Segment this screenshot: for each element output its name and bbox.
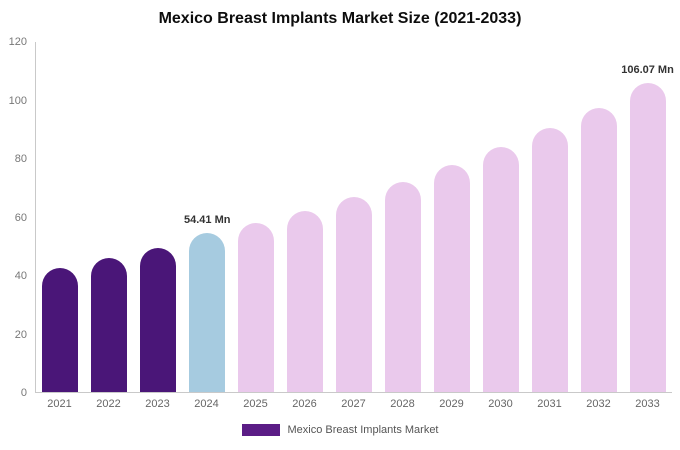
y-tick-100: 100 — [8, 94, 27, 107]
bar-2031 — [531, 128, 568, 392]
bar-2021 — [42, 268, 79, 392]
bar-2025 — [238, 222, 275, 392]
x-label-2026: 2026 — [292, 398, 317, 410]
y-axis: 0 20 40 60 80 100 120 — [0, 36, 31, 399]
y-tick-120: 120 — [8, 36, 27, 48]
bar-cell-2022 — [85, 42, 134, 392]
bar-value-label-2024: 54.41 Mn — [183, 214, 231, 227]
bar-2030 — [482, 147, 519, 392]
bar-cell-2032 — [574, 42, 623, 392]
bar-cell-2024: 54.41 Mn — [183, 42, 232, 392]
y-tick-80: 80 — [14, 153, 27, 165]
x-label-2025: 2025 — [243, 398, 268, 410]
y-tick-60: 60 — [14, 211, 27, 224]
x-label-2024: 2024 — [194, 398, 219, 410]
x-label-2027: 2027 — [341, 398, 366, 410]
bar-cell-2021 — [36, 42, 85, 392]
bars-row: 54.41 Mn 106.07 Mn — [36, 42, 674, 392]
legend-label: Mexico Breast Implants Market — [287, 424, 439, 436]
bar-2033: 106.07 Mn — [621, 64, 674, 392]
plot-area: 54.41 Mn 106.07 Mn — [35, 42, 674, 393]
bar-cell-2025 — [232, 42, 281, 392]
x-label-2028: 2028 — [390, 398, 415, 410]
bar-2026 — [287, 211, 324, 392]
bar-cell-2033: 106.07 Mn — [621, 42, 674, 392]
chart-title: Mexico Breast Implants Market Size (2021… — [158, 10, 522, 27]
x-label-2021: 2021 — [47, 398, 72, 410]
x-label-2022: 2022 — [96, 398, 121, 410]
y-tick-40: 40 — [14, 270, 27, 282]
bar-cell-2029 — [427, 42, 476, 392]
bar-cell-2026 — [281, 42, 330, 392]
legend-swatch — [241, 424, 280, 436]
bar-2022 — [91, 257, 128, 392]
y-tick-20: 20 — [14, 328, 27, 341]
bar-cell-2031 — [525, 42, 574, 392]
bar-cell-2030 — [476, 42, 525, 392]
x-label-2030: 2030 — [488, 398, 513, 410]
y-tick-0: 0 — [20, 387, 27, 399]
bar-2023 — [140, 247, 177, 392]
bar-2027 — [335, 196, 372, 392]
bar-2032 — [580, 107, 617, 392]
bar-cell-2028 — [378, 42, 427, 392]
legend: Mexico Breast Implants Market — [0, 424, 680, 436]
bar-2024: 54.41 Mn — [184, 214, 230, 392]
x-label-2033: 2033 — [635, 398, 660, 410]
bar-2029 — [433, 164, 470, 392]
bar-value-label-2033: 106.07 Mn — [621, 63, 674, 76]
bar-cell-2027 — [330, 42, 379, 392]
bar-2028 — [384, 182, 421, 392]
x-label-2031: 2031 — [537, 398, 562, 410]
bar-cell-2023 — [134, 42, 183, 392]
x-axis-labels: 2021 2022 2023 2024 2025 2026 2027 2028 2029 2030… — [35, 398, 672, 410]
x-label-2029: 2029 — [439, 398, 464, 410]
x-label-2032: 2032 — [586, 398, 611, 410]
x-label-2023: 2023 — [145, 398, 170, 410]
